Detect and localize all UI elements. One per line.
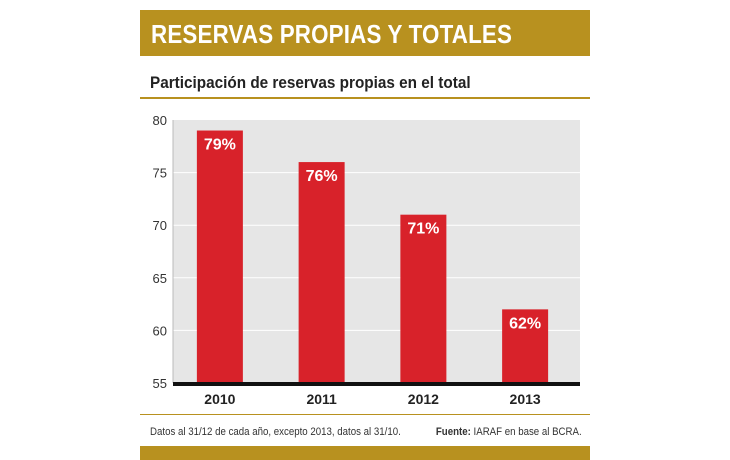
y-tick-label: 65 <box>153 271 167 286</box>
x-tick-label: 2013 <box>510 391 541 407</box>
title-divider <box>140 97 590 99</box>
source-text: IARAF en base al BCRA. <box>473 426 582 438</box>
chart-title: Participación de reservas propias en el … <box>150 73 471 92</box>
bar-chart: 80 75 70 65 60 55 79% 2010 76% 2011 71% 2012 62% 2013 <box>153 113 580 407</box>
data-label: 62% <box>509 315 541 332</box>
bar-2013 <box>502 309 549 383</box>
bar-2011 <box>298 162 345 383</box>
x-tick-label: 2012 <box>408 391 439 407</box>
data-label: 76% <box>306 168 338 185</box>
y-tick-label: 80 <box>153 113 167 128</box>
y-tick-label: 55 <box>153 376 167 391</box>
bar-2012 <box>400 214 447 383</box>
x-tick-label: 2010 <box>204 391 235 407</box>
data-label: 79% <box>204 137 236 154</box>
title-bar: RESERVAS PROPIAS Y TOTALES <box>140 10 590 56</box>
bar-2010 <box>196 130 243 383</box>
y-tick-label: 70 <box>153 218 167 233</box>
y-tick-label: 60 <box>153 323 167 338</box>
page-title: RESERVAS PROPIAS Y TOTALES <box>151 19 513 49</box>
x-axis-line <box>173 382 580 386</box>
y-tick-label: 75 <box>153 166 167 181</box>
footnote: Datos al 31/12 de cada año, excepto 2013… <box>150 426 401 438</box>
source-credit: Fuente: IARAF en base al BCRA. <box>436 426 582 438</box>
source-label: Fuente: <box>436 426 472 438</box>
infographic-card: RESERVAS PROPIAS Y TOTALES Participación… <box>140 0 590 460</box>
x-tick-label: 2011 <box>306 391 337 407</box>
footer-divider <box>140 414 590 415</box>
bottom-bar <box>140 446 590 460</box>
data-label: 71% <box>407 221 439 238</box>
